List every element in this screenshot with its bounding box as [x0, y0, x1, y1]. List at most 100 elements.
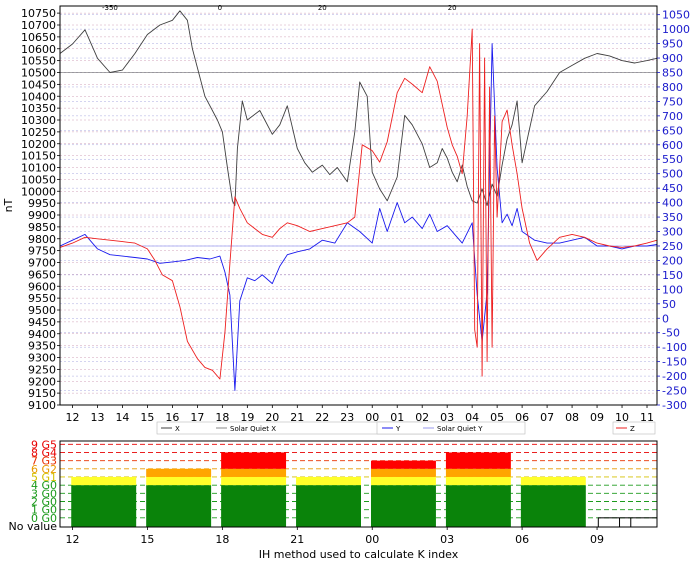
k-bar-orange	[370, 468, 436, 477]
left-tick-label: 10500	[21, 67, 56, 80]
x-tick-label: 13	[90, 411, 104, 424]
k-x-tick-label: 18	[215, 533, 229, 546]
top-axis-label: -350	[102, 4, 118, 12]
x-tick-label: 01	[390, 411, 404, 424]
k-bar-green	[221, 485, 287, 527]
left-tick-label: 10400	[21, 90, 56, 103]
k-bar-green	[370, 485, 436, 527]
right-tick-label: 0	[662, 312, 669, 325]
right-tick-label: -300	[662, 399, 687, 412]
left-tick-label: 9800	[28, 233, 56, 246]
left-tick-label: 10300	[21, 114, 56, 127]
x-tick-label: 22	[315, 411, 329, 424]
x-tick-label: 09	[590, 411, 604, 424]
k-bar-green	[445, 485, 511, 527]
k-level-label: 7 G3	[31, 455, 57, 468]
k-bar-yellow	[71, 476, 137, 486]
left-tick-label: 9300	[28, 352, 56, 365]
left-tick-label: 9600	[28, 280, 56, 293]
legend-entry: X	[175, 425, 180, 433]
left-tick-label: 10450	[21, 78, 56, 91]
left-tick-label: 9550	[28, 292, 56, 305]
x-tick-label: 03	[440, 411, 454, 424]
right-tick-label: -200	[662, 370, 687, 383]
left-tick-label: 10700	[21, 19, 56, 32]
right-tick-label: 850	[662, 67, 683, 80]
k-bar-orange	[445, 468, 511, 477]
k-level-label: 2 G0	[31, 495, 57, 508]
legend-box	[612, 421, 656, 435]
left-tick-label: 10100	[21, 162, 56, 175]
right-tick-label: 450	[662, 182, 683, 195]
right-tick-label: 350	[662, 211, 683, 224]
left-tick-label: 9750	[28, 245, 56, 258]
x-tick-label: 02	[415, 411, 429, 424]
k-level-label: 0 G0	[31, 512, 57, 525]
k-x-tick-label: 00	[365, 533, 379, 546]
left-tick-label: 10750	[21, 7, 56, 20]
y-axis-label: nT	[2, 198, 15, 212]
k-bar-orange	[146, 468, 212, 477]
magnetometer-plot-panel: 9100915092009250930093509400945095009550…	[2, 4, 690, 435]
left-tick-label: 9850	[28, 221, 56, 234]
k-x-tick-label: 12	[65, 533, 79, 546]
x-tick-label: 05	[490, 411, 504, 424]
k-level-label: 8 G4	[31, 446, 57, 459]
k-bar-green	[296, 485, 361, 527]
right-tick-label: 200	[662, 254, 683, 267]
left-tick-label: 9250	[28, 363, 56, 376]
top-axis-label: 20	[448, 4, 457, 12]
left-tick-label: 9400	[28, 328, 56, 341]
k-x-tick-label: 21	[290, 533, 304, 546]
k-x-tick-label: 09	[590, 533, 604, 546]
k-bar	[370, 460, 436, 527]
left-tick-label: 9450	[28, 316, 56, 329]
series-line-z	[59, 28, 658, 380]
x-tick-label: 04	[465, 411, 479, 424]
right-tick-label: 800	[662, 81, 683, 94]
right-tick-label: 50	[662, 298, 676, 311]
right-tick-label: 150	[662, 269, 683, 282]
x-tick-label: 10	[615, 411, 629, 424]
k-x-tick-label: 03	[440, 533, 454, 546]
legend-entry: Solar Quiet X	[230, 425, 276, 433]
k-bar-red	[445, 452, 511, 469]
x-tick-label: 12	[65, 411, 79, 424]
x-tick-label: 23	[340, 411, 354, 424]
x-tick-label: 18	[215, 411, 229, 424]
right-tick-label: -150	[662, 356, 687, 369]
right-tick-label: 650	[662, 124, 683, 137]
x-tick-label: 14	[115, 411, 129, 424]
k-x-axis-label: IH method used to calculate K index	[259, 548, 459, 561]
right-tick-label: -50	[662, 327, 680, 340]
x-tick-label: 21	[290, 411, 304, 424]
x-tick-label: 15	[140, 411, 154, 424]
left-tick-label: 9950	[28, 197, 56, 210]
k-bar	[221, 452, 287, 527]
k-bar-yellow	[370, 476, 436, 486]
k-bar	[520, 476, 586, 527]
k-level-label: 6 G2	[31, 463, 57, 476]
plot-frame	[59, 5, 658, 406]
legend-entry: Solar Quiet Y	[437, 425, 483, 433]
right-tick-label: 300	[662, 226, 683, 239]
x-tick-label: 00	[365, 411, 379, 424]
k-x-tick-label: 06	[515, 533, 529, 546]
x-tick-label: 07	[540, 411, 554, 424]
k-bar	[71, 476, 137, 527]
x-tick-label: 11	[640, 411, 654, 424]
right-tick-label: 750	[662, 95, 683, 108]
left-tick-label: 10200	[21, 138, 56, 151]
left-tick-label: 9700	[28, 257, 56, 270]
k-level-label: 1 G0	[31, 504, 57, 517]
left-tick-label: 10350	[21, 102, 56, 115]
plot-background	[60, 6, 657, 405]
left-tick-label: 10250	[21, 126, 56, 139]
right-tick-label: 700	[662, 110, 683, 123]
left-tick-label: 9100	[28, 399, 56, 412]
k-bar	[445, 452, 511, 527]
right-tick-label: 100	[662, 283, 683, 296]
left-tick-label: 10050	[21, 173, 56, 186]
k-bar-yellow	[146, 476, 212, 486]
